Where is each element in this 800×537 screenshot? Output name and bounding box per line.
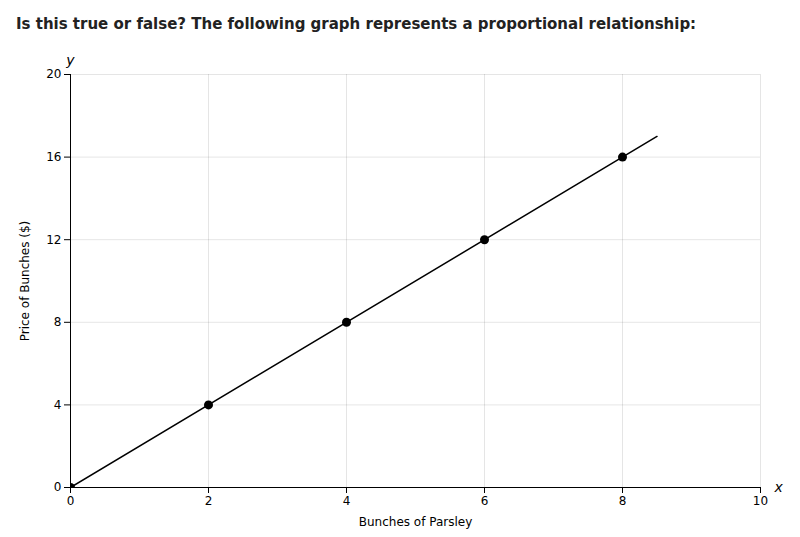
svg-text:2: 2	[205, 494, 213, 508]
svg-text:20: 20	[46, 67, 61, 81]
svg-text:6: 6	[481, 494, 489, 508]
svg-text:10: 10	[753, 494, 768, 508]
svg-text:Bunches of Parsley: Bunches of Parsley	[359, 515, 473, 529]
svg-text:8: 8	[619, 494, 627, 508]
svg-text:4: 4	[54, 398, 62, 412]
svg-text:y: y	[65, 52, 75, 68]
svg-text:0: 0	[54, 480, 62, 494]
svg-text:12: 12	[46, 233, 61, 247]
svg-text:8: 8	[54, 315, 62, 329]
svg-text:0: 0	[67, 494, 75, 508]
svg-text:4: 4	[343, 494, 351, 508]
svg-text:x: x	[774, 479, 784, 495]
svg-text:16: 16	[46, 150, 61, 164]
svg-text:Price of Bunches ($): Price of Bunches ($)	[18, 221, 32, 342]
html-text:Is this true or false? The fol: Is this true or false? The following gra…	[16, 15, 697, 33]
